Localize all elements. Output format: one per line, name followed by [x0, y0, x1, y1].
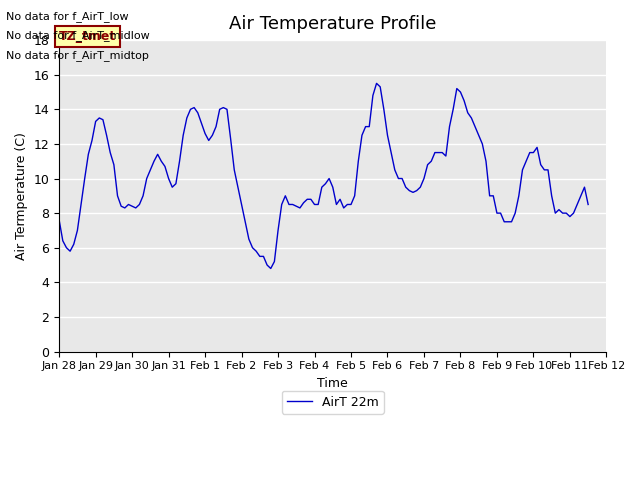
Text: TZ_tmet: TZ_tmet [59, 30, 116, 43]
AirT 22m [187, 107, 195, 112]
AirT 22m [372, 81, 380, 86]
AirT 22m [205, 138, 212, 144]
Text: No data for f_AirT_low: No data for f_AirT_low [6, 11, 129, 22]
AirT 22m [369, 93, 377, 98]
AirT 22m [117, 204, 125, 209]
AirT 22m [55, 217, 63, 223]
AirT 22m [584, 202, 592, 207]
X-axis label: Time: Time [317, 377, 348, 390]
AirT 22m [183, 115, 191, 121]
Text: No data for f_AirT_midtop: No data for f_AirT_midtop [6, 49, 149, 60]
Title: Air Temperature Profile: Air Temperature Profile [229, 15, 436, 33]
Line: AirT 22m: AirT 22m [59, 84, 588, 268]
Legend: AirT 22m: AirT 22m [282, 391, 383, 414]
AirT 22m [267, 265, 275, 271]
AirT 22m [325, 176, 333, 181]
Y-axis label: Air Termperature (C): Air Termperature (C) [15, 132, 28, 260]
Text: No data for f_AirT_midlow: No data for f_AirT_midlow [6, 30, 150, 41]
